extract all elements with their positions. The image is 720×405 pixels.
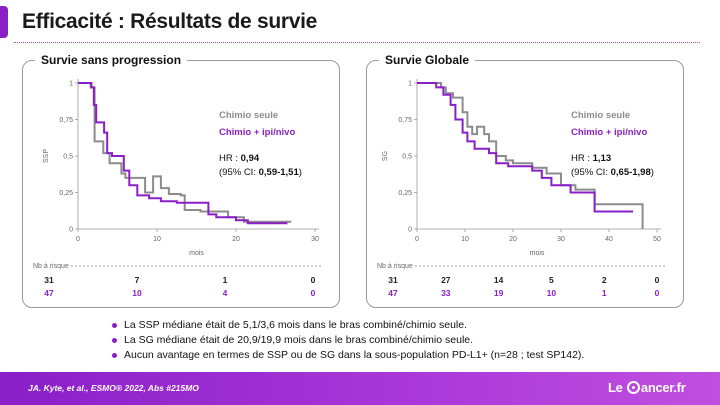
- hr-label: HR :: [219, 153, 241, 164]
- finding-pfs: La SSP médiane était de 5,1/3,6 mois dan…: [112, 318, 584, 333]
- risk-chimio-value: 1: [223, 275, 228, 285]
- risk-combo-value: 10: [547, 288, 557, 298]
- y-tick-label: 0: [408, 227, 412, 234]
- x-tick-label: 10: [153, 236, 161, 243]
- title-accent-bar: [0, 6, 8, 38]
- risk-combo-value: 33: [441, 288, 451, 298]
- pfs-chart-panel: Survie sans progression 0 0,25 0,5 0,75 1 0 10…: [22, 53, 340, 308]
- ci-close: ): [299, 167, 302, 178]
- ci-value: 0,59-1,51: [259, 167, 300, 178]
- risk-combo-value: 0: [311, 288, 316, 298]
- legend-combo: Chimio + ipi/nivo: [219, 127, 295, 138]
- footer-band: JA. Kyte, et al., ESMO® 2022, Abs #215MO…: [0, 372, 720, 405]
- x-tick-label: 30: [557, 236, 565, 243]
- key-findings-list: La SSP médiane était de 5,1/3,6 mois dan…: [112, 318, 584, 363]
- risk-chimio-value: 14: [494, 275, 504, 285]
- title-divider: [14, 42, 700, 43]
- pfs-chart-title: Survie sans progression: [35, 53, 188, 67]
- risk-chimio-value: 31: [44, 275, 54, 285]
- ci-value: 0,65-1,98: [611, 167, 651, 178]
- risk-chimio-value: 7: [135, 275, 140, 285]
- risk-table-label: Nb à risque: [33, 263, 69, 270]
- hazard-ratio: HR : 0,94: [219, 153, 260, 164]
- logo-text-pre: Le: [608, 380, 626, 395]
- risk-combo-value: 19: [494, 288, 504, 298]
- legend-combo: Chimio + ipi/nivo: [571, 127, 647, 138]
- footer-reference: JA. Kyte, et al., ESMO® 2022, Abs #215MO: [28, 383, 199, 393]
- risk-chimio-value: 0: [655, 275, 660, 285]
- x-axis-label: mois: [189, 250, 204, 257]
- ci-label: (95% CI:: [571, 167, 611, 178]
- risk-combo-value: 47: [44, 288, 54, 298]
- ci-label: (95% CI:: [219, 167, 259, 178]
- os-chart-title: Survie Globale: [379, 53, 476, 67]
- y-tick-label: 0: [69, 227, 73, 234]
- y-tick-label: 0,75: [398, 117, 412, 124]
- legend-chimio: Chimio seule: [219, 110, 278, 121]
- legend-chimio: Chimio seule: [571, 110, 630, 121]
- risk-table-label: Nb à risque: [377, 263, 413, 270]
- series-line-combo: [78, 82, 288, 225]
- risk-combo-value: 47: [388, 288, 398, 298]
- logo-text-post: ancer.fr: [640, 380, 686, 395]
- risk-chimio-value: 0: [311, 275, 316, 285]
- confidence-interval: (95% CI: 0,65-1,98): [571, 167, 654, 178]
- y-tick-label: 0,25: [398, 190, 412, 197]
- x-tick-label: 0: [415, 236, 419, 243]
- y-axis-label: SSP: [43, 149, 50, 163]
- brand-logo: Le ancer.fr: [608, 380, 686, 395]
- y-tick-label: 0,5: [63, 154, 73, 161]
- y-tick-label: 0,75: [59, 117, 73, 124]
- finding-os: La SG médiane était de 20,9/19,9 mois da…: [112, 333, 584, 348]
- series-line-combo: [417, 82, 633, 213]
- confidence-interval: (95% CI: 0,59-1,51): [219, 167, 302, 178]
- y-axis-label: SG: [382, 151, 389, 161]
- x-tick-label: 50: [653, 236, 661, 243]
- x-tick-label: 40: [605, 236, 613, 243]
- risk-combo-value: 0: [655, 288, 660, 298]
- risk-combo-value: 1: [602, 288, 607, 298]
- slide-title: Efficacité : Résultats de survie: [22, 10, 318, 33]
- x-tick-label: 20: [232, 236, 240, 243]
- finding-pdl1: Aucun avantage en termes de SSP ou de SG…: [112, 348, 584, 363]
- hr-value: 0,94: [241, 153, 260, 164]
- risk-combo-value: 4: [223, 288, 228, 298]
- x-tick-label: 10: [461, 236, 469, 243]
- logo-c-icon: [626, 381, 640, 394]
- x-tick-label: 0: [76, 236, 80, 243]
- hazard-ratio: HR : 1,13: [571, 153, 611, 164]
- y-tick-label: 1: [408, 81, 412, 88]
- y-tick-label: 1: [69, 81, 73, 88]
- hr-value: 1,13: [593, 153, 612, 164]
- ci-close: ): [651, 167, 654, 178]
- x-tick-label: 30: [311, 236, 319, 243]
- x-tick-label: 20: [509, 236, 517, 243]
- risk-chimio-value: 31: [388, 275, 398, 285]
- risk-combo-value: 10: [132, 288, 142, 298]
- y-tick-label: 0,25: [59, 190, 73, 197]
- risk-chimio-value: 27: [441, 275, 451, 285]
- x-axis-label: mois: [530, 250, 545, 257]
- os-chart-panel: Survie Globale 0 0,25 0,5 0,75 1 0 10 20 30 40 50 S…: [366, 53, 684, 308]
- series-line-chimio: [78, 82, 292, 223]
- y-tick-label: 0,5: [402, 154, 412, 161]
- risk-chimio-value: 2: [602, 275, 607, 285]
- risk-chimio-value: 5: [549, 275, 554, 285]
- hr-label: HR :: [571, 153, 593, 164]
